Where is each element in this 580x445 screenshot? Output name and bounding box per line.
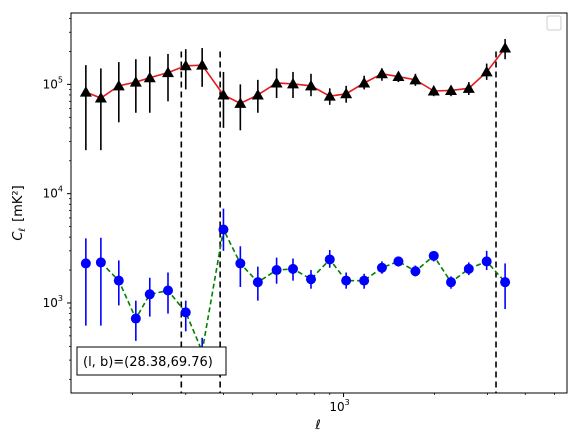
data-point [358, 76, 371, 88]
data-point [287, 77, 300, 89]
data-point [480, 65, 493, 77]
data-point [324, 254, 335, 265]
x-tick-label: 103 [329, 398, 349, 414]
annotation-box [76, 346, 227, 376]
data-point [499, 42, 512, 53]
y-tick-exponent: 5 [58, 75, 63, 84]
data-point [270, 76, 283, 88]
data-point [376, 262, 387, 273]
data-point [234, 97, 247, 108]
data-point [427, 84, 440, 96]
x-tick-exponent: 3 [345, 398, 350, 407]
y-tick-exponent: 3 [58, 294, 63, 303]
series-line [100, 226, 506, 355]
annotation-text: (l, b)=(28.38,69.76) [83, 355, 213, 370]
data-point [410, 266, 421, 277]
annotation: (l, b)=(28.38,69.76) [76, 346, 227, 376]
data-point [130, 313, 141, 324]
data-point [340, 87, 353, 99]
data-point [252, 277, 263, 288]
y-label-unit: [mK²] [11, 185, 26, 222]
data-point [500, 277, 511, 288]
data-point [323, 90, 336, 101]
data-point [94, 92, 107, 103]
y-tick-exponent: 4 [58, 185, 63, 194]
data-point [271, 265, 282, 276]
series-2 [80, 208, 511, 369]
data-point [481, 256, 492, 267]
data-point [218, 224, 229, 235]
data-point [375, 67, 388, 79]
data-point [393, 256, 404, 267]
data-point [112, 79, 125, 91]
data-point [288, 263, 299, 274]
data-point [235, 258, 246, 269]
data-point [217, 88, 230, 100]
data-point [446, 277, 457, 288]
data-point [196, 59, 209, 70]
data-point [304, 79, 317, 91]
data-point [161, 66, 174, 78]
data-point [95, 257, 106, 268]
data-point [129, 76, 142, 87]
legend-box [546, 15, 562, 31]
data-point [143, 71, 156, 83]
y-axis-label: Cℓ [mK²] [11, 185, 28, 240]
data-point [392, 70, 405, 82]
data-point [463, 263, 474, 274]
data-point [179, 59, 192, 71]
series-1 [79, 39, 512, 151]
data-point [428, 250, 439, 261]
data-point [113, 275, 124, 286]
axes-frame [70, 12, 568, 394]
data-point [144, 289, 155, 300]
data-point [251, 88, 264, 100]
y-label-symbol: C [11, 231, 26, 241]
data-point [80, 258, 91, 269]
data-point [462, 82, 475, 93]
x-axis-label: ℓ [314, 418, 320, 433]
data-point [305, 274, 316, 285]
data-point [409, 73, 422, 85]
data-point [341, 275, 352, 286]
data-point [445, 84, 458, 95]
y-label-subscript: ℓ [18, 228, 28, 233]
data-point [180, 307, 191, 318]
data-point [162, 285, 173, 296]
plot-content [79, 39, 512, 393]
data-point [79, 86, 92, 97]
data-point [359, 275, 370, 286]
